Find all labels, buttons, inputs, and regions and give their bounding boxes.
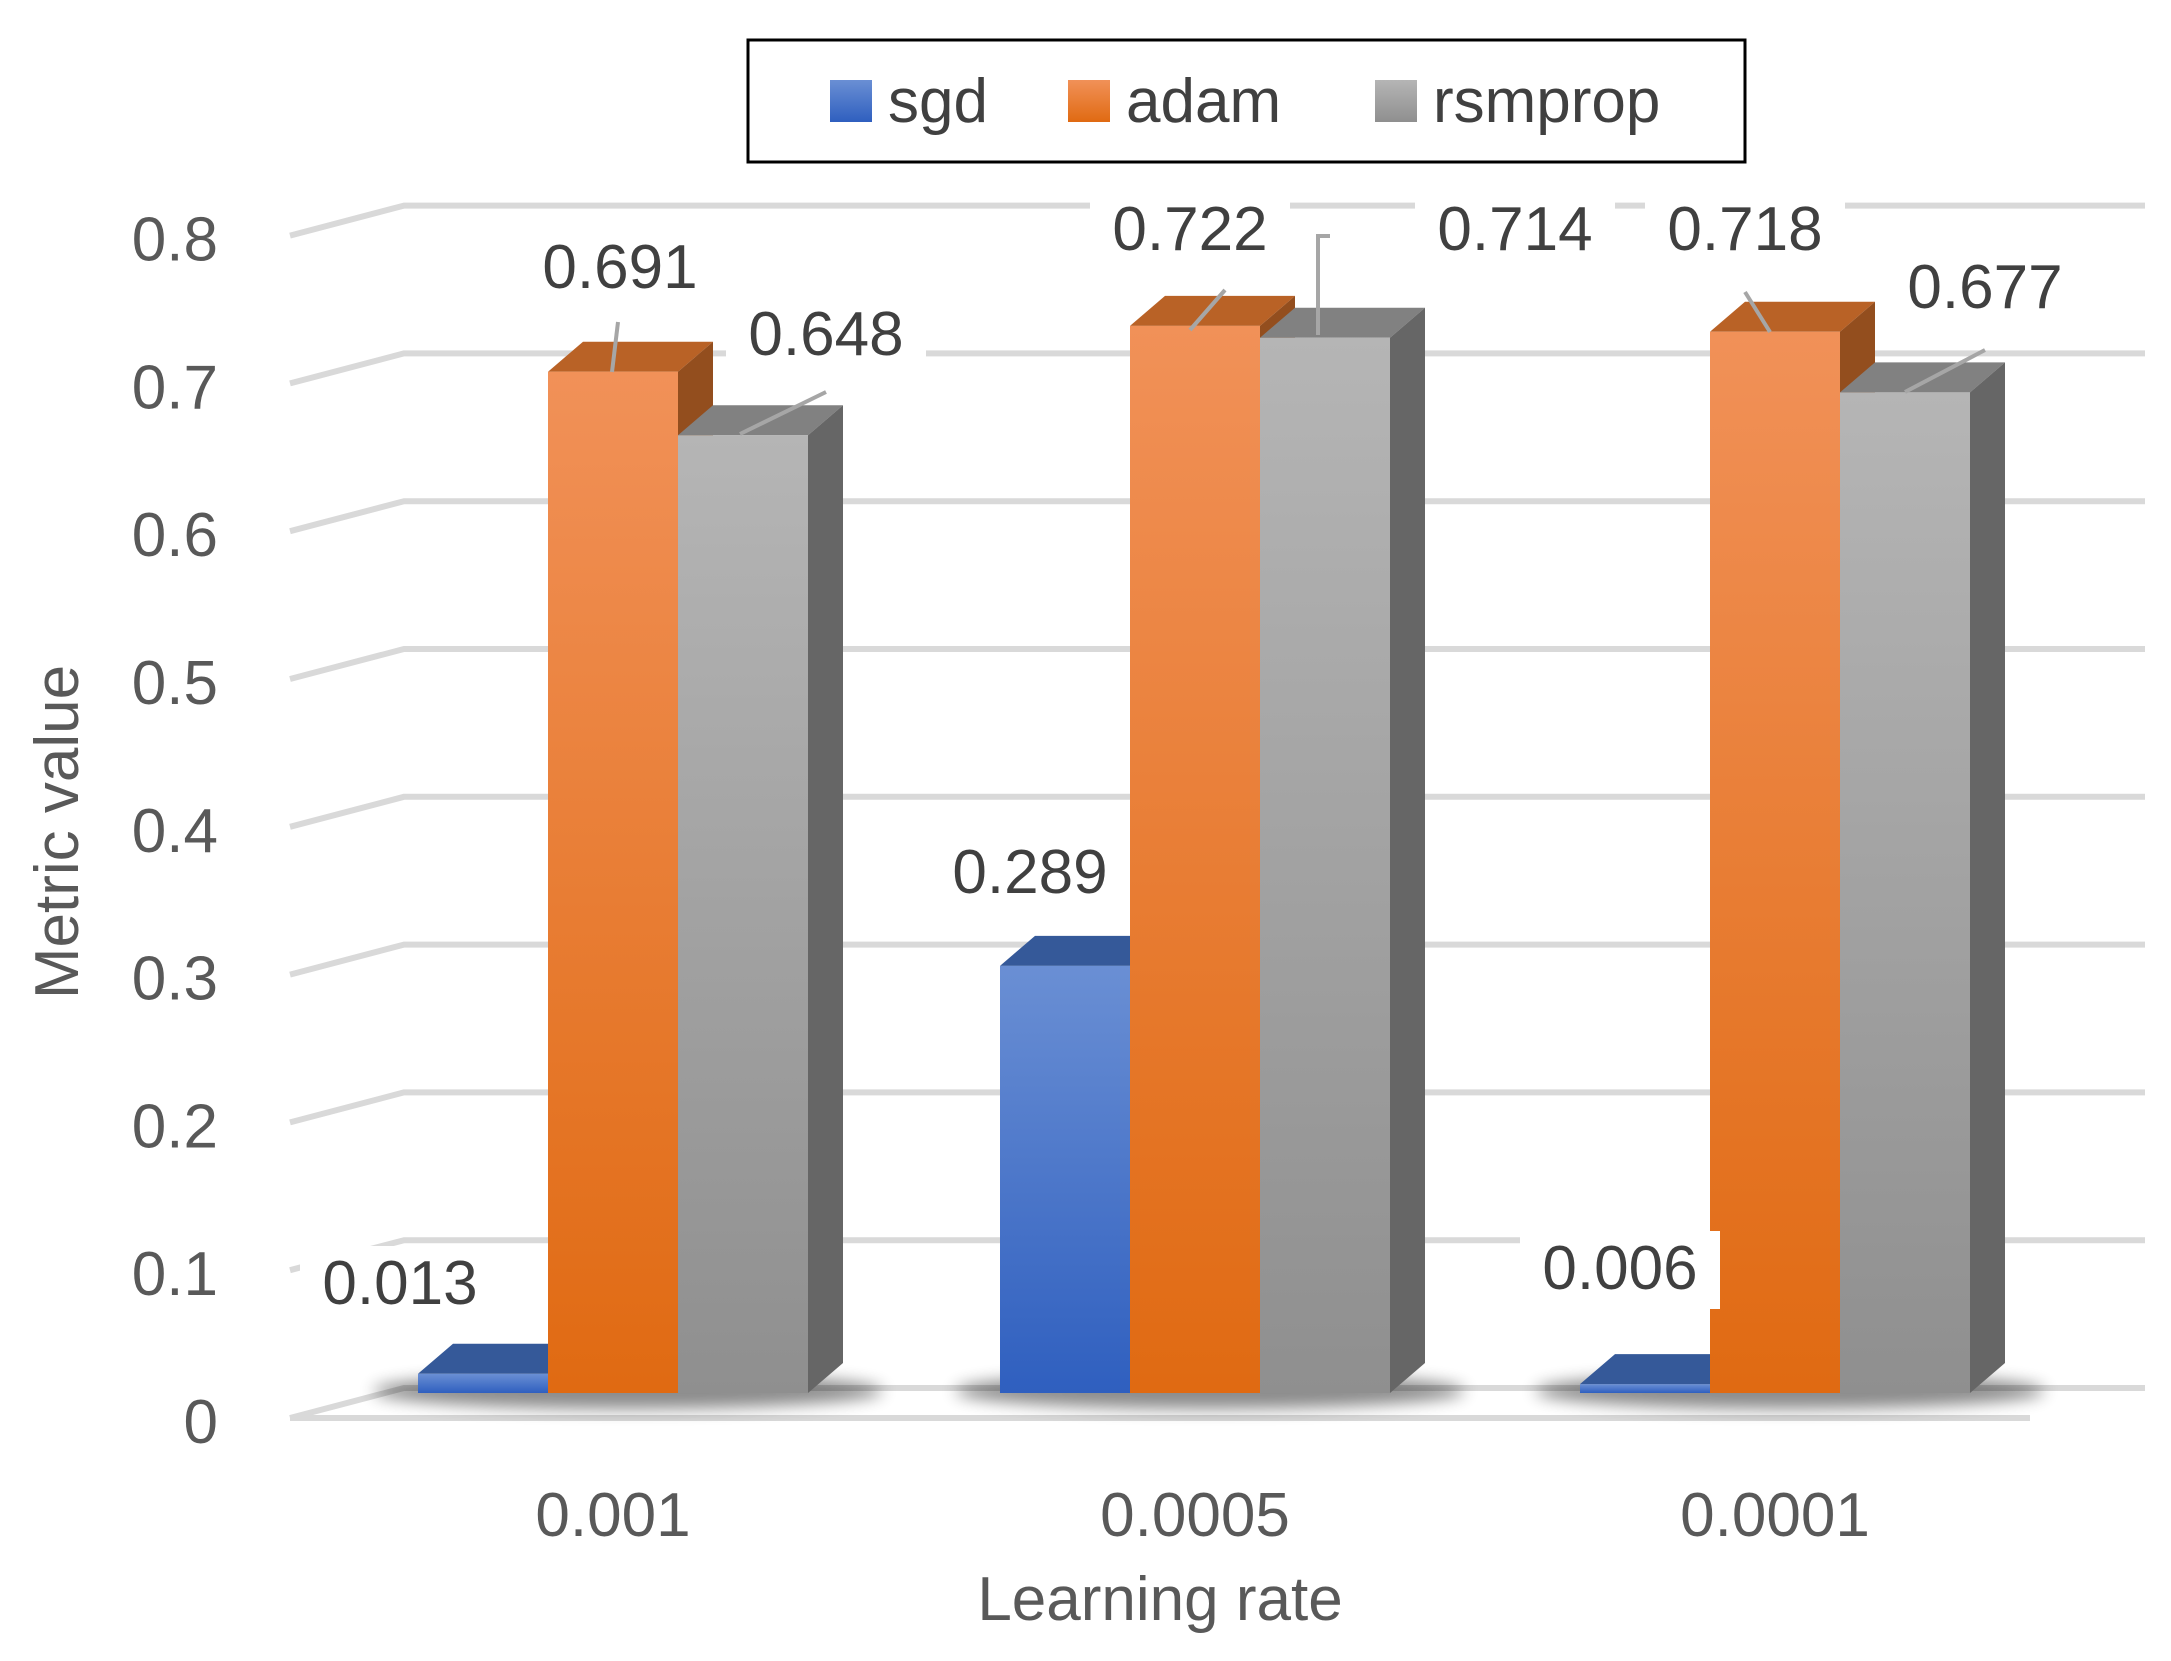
bar-rsmprop-0.0005	[1260, 307, 1425, 1393]
x-tick-label: 0.0005	[1100, 1481, 1290, 1550]
bar-top-face	[1000, 935, 1165, 966]
bar-front-face	[1260, 337, 1390, 1393]
label-leader	[1316, 234, 1330, 335]
bar-side-face	[1970, 362, 2005, 1393]
legend-label: adam	[1126, 67, 1281, 136]
bar-top-face	[1840, 362, 2005, 393]
data-labels: 0.013 0.289 0.006 0.691 0.722 0.718 0.648 0.714…	[300, 192, 2085, 1324]
data-label-bg	[300, 1246, 500, 1324]
data-label-rsmprop-0.0005: 0.714	[1437, 195, 1592, 264]
bar-rsmprop-0.001	[678, 405, 843, 1394]
bar-top-face	[548, 341, 713, 372]
bar-front-face	[1840, 392, 1970, 1393]
data-label-adam-0.0001: 0.718	[1667, 195, 1822, 264]
x-tick-label: 0.0001	[1680, 1481, 1870, 1550]
y-tick-label: 0.7	[132, 353, 218, 422]
legend-box	[746, 38, 1747, 164]
data-label-bg	[1415, 192, 1615, 270]
bar-top-face	[1710, 301, 1875, 332]
legend-label: sgd	[888, 67, 988, 136]
data-label-adam-0.0005: 0.722	[1112, 195, 1267, 264]
x-axis-ticks: 0.001 0.0005 0.0001	[535, 1481, 1869, 1550]
bar-top-face	[418, 1343, 583, 1374]
gridline	[289, 646, 2145, 682]
label-leader	[1188, 288, 1227, 332]
bar-front-face	[1580, 1384, 1710, 1393]
data-label-rsmprop-0.001: 0.648	[748, 300, 903, 369]
y-tick-label: 0.1	[132, 1240, 218, 1309]
y-axis-ticks: 0 0.1 0.2 0.3 0.4 0.5 0.6 0.7 0.8	[132, 206, 218, 1457]
bar-front-face	[548, 371, 678, 1393]
legend-swatch	[830, 80, 872, 122]
gridline	[289, 941, 2145, 978]
legend-swatch	[1375, 80, 1417, 122]
data-label-sgd-0.001: 0.013	[322, 1249, 477, 1318]
bar-rsmprop-0.0001	[1840, 362, 2005, 1393]
data-label-adam-0.001: 0.691	[542, 233, 697, 302]
y-tick-label: 0.3	[132, 945, 218, 1014]
y-axis-title: Metric value	[23, 665, 92, 999]
bar-side-face	[808, 405, 843, 1394]
bar-front-face	[1710, 331, 1840, 1393]
label-leader	[1904, 348, 1986, 394]
label-leaders	[610, 234, 1986, 436]
legend-label: rsmprop	[1433, 67, 1660, 136]
bars	[418, 295, 2005, 1394]
data-label-bg	[520, 230, 720, 308]
bar-top-face	[678, 405, 843, 436]
data-label-rsmprop-0.0001: 0.677	[1907, 253, 2062, 322]
label-leader	[610, 321, 620, 373]
legend-swatch	[1068, 80, 1110, 122]
bar-front-face	[418, 1373, 548, 1393]
y-tick-label: 0.4	[132, 797, 218, 866]
data-label-bg	[1645, 192, 1845, 270]
y-tick-label: 0	[184, 1388, 218, 1457]
legend-item-rsmprop: rsmprop	[1375, 67, 1660, 136]
bar-top-face	[1580, 1354, 1745, 1385]
y-tick-label: 0.5	[132, 649, 218, 718]
data-label-bg	[1885, 250, 2085, 328]
legend: sgd adam rsmprop	[746, 38, 1747, 164]
x-tick-label: 0.001	[535, 1481, 690, 1550]
data-label-bg	[726, 297, 926, 375]
gridline	[289, 793, 2145, 830]
gridline	[289, 350, 2145, 387]
bar-front-face	[678, 435, 808, 1394]
bar-side-face	[1390, 307, 1425, 1393]
label-leader	[1743, 290, 1772, 334]
data-label-bg	[1520, 1231, 1720, 1309]
data-label-bg	[930, 835, 1130, 913]
gridline	[289, 1089, 2145, 1126]
data-label-sgd-0.0005: 0.289	[952, 838, 1107, 907]
legend-item-adam: adam	[1068, 67, 1281, 136]
data-label-sgd-0.0001: 0.006	[1542, 1234, 1697, 1303]
bar-top-face	[1260, 307, 1425, 338]
y-tick-label: 0.6	[132, 501, 218, 570]
y-tick-label: 0.8	[132, 206, 218, 275]
bar-top-face	[1130, 295, 1295, 326]
x-axis-title: Learning rate	[977, 1565, 1342, 1634]
label-leader	[739, 390, 827, 436]
bar-front-face	[1130, 325, 1260, 1393]
bar-front-face	[1000, 965, 1130, 1393]
y-tick-label: 0.2	[132, 1092, 218, 1161]
gridline	[289, 498, 2145, 535]
data-label-bg	[1090, 192, 1290, 270]
legend-item-sgd: sgd	[830, 67, 988, 136]
